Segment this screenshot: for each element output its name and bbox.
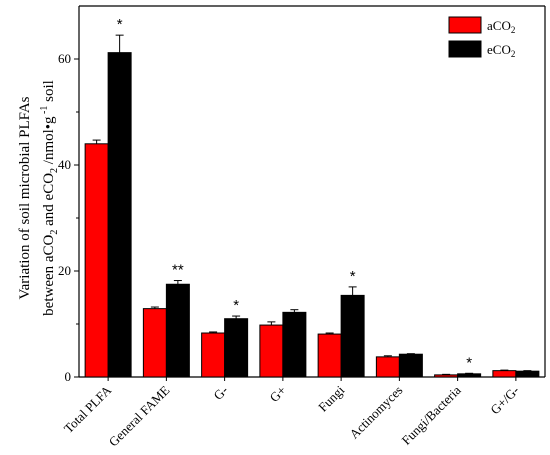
bar-eco2-6	[457, 373, 482, 378]
bar-eco2-1	[165, 283, 190, 378]
legend-swatch-aco2	[448, 16, 482, 34]
x-category-label: Actinomyces	[346, 383, 405, 442]
x-category-label: General FAME	[106, 382, 173, 449]
significance-marker: *	[350, 268, 356, 285]
bar-eco2-0	[107, 52, 132, 378]
x-category-label: Total PLFA	[61, 382, 115, 436]
bar-eco2-2	[224, 318, 249, 378]
legend-label-aco2: aCO2	[487, 18, 515, 35]
bar-eco2-4	[340, 294, 365, 378]
y-tick-label: 60	[58, 51, 71, 66]
y-axis-label: Variation of soil microbial PLFAs	[17, 96, 33, 299]
legend-label-eco2: eCO2	[487, 42, 515, 59]
legend: aCO2 eCO2	[448, 16, 515, 59]
bar-eco2-5	[398, 353, 423, 378]
x-category-label: G+/G-	[487, 383, 522, 418]
bar-aco2-6	[434, 374, 459, 378]
legend-swatch-eco2	[448, 40, 482, 58]
bar-aco2-5	[375, 356, 400, 378]
y-tick-label: 40	[58, 157, 71, 172]
y-axis-label-line1: Variation of soil microbial PLFAs	[17, 96, 33, 299]
bar-aco2-4	[317, 333, 342, 378]
y-tick-label: 20	[58, 263, 71, 278]
bar-aco2-3	[259, 324, 284, 378]
x-category-label: Fungi/Bacteria	[399, 382, 464, 447]
bar-eco2-7	[515, 370, 540, 378]
y-tick-label: 0	[65, 369, 72, 384]
significance-marker: *	[117, 16, 123, 33]
x-category-label: G+	[267, 383, 289, 405]
bar-aco2-1	[142, 308, 167, 378]
y-axis-label-units: between aCO2 and eCO2 /nmol•g -1 soil	[39, 80, 60, 316]
significance-marker: *	[233, 297, 239, 314]
bar-eco2-3	[282, 311, 307, 378]
bar-aco2-0	[84, 143, 109, 378]
significance-marker: **	[172, 262, 184, 279]
significance-marker: *	[466, 354, 472, 371]
bar-aco2-7	[492, 370, 517, 378]
x-category-label: Fungi	[315, 382, 347, 414]
x-category-label: G-	[210, 383, 230, 403]
bar-aco2-2	[201, 332, 226, 378]
